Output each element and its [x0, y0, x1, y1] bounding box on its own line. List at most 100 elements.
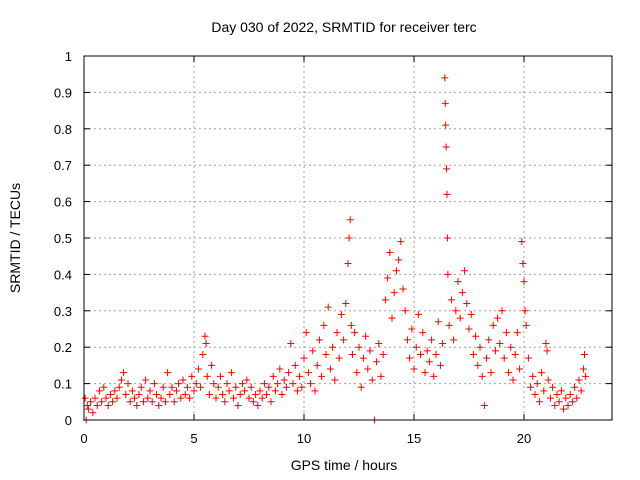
data-point	[214, 383, 222, 391]
data-point	[298, 383, 306, 391]
data-point	[441, 99, 449, 107]
data-point	[199, 350, 207, 358]
data-point	[543, 347, 551, 355]
data-point	[159, 383, 167, 391]
data-point	[197, 383, 205, 391]
data-point	[267, 398, 275, 406]
data-point	[518, 238, 526, 246]
data-point	[309, 347, 317, 355]
data-point	[100, 383, 108, 391]
data-point	[183, 383, 191, 391]
data-point	[289, 380, 297, 388]
data-point	[296, 372, 304, 380]
y-tick-label: 0.3	[54, 304, 72, 319]
data-point	[533, 380, 541, 388]
data-point	[177, 394, 185, 402]
data-point	[230, 394, 238, 402]
x-tick-label: 15	[407, 431, 421, 446]
data-point	[274, 380, 282, 388]
data-point	[190, 387, 198, 395]
data-point	[425, 358, 433, 366]
data-point	[401, 307, 409, 315]
data-point	[564, 401, 572, 409]
y-tick-label: 0.7	[54, 158, 72, 173]
data-point	[223, 380, 231, 388]
data-point	[285, 369, 293, 377]
data-point	[247, 383, 255, 391]
data-point	[469, 350, 477, 358]
data-point	[410, 365, 418, 373]
data-point	[463, 300, 471, 308]
data-point	[84, 405, 92, 413]
x-tick-label: 0	[80, 431, 87, 446]
data-point	[483, 354, 491, 362]
data-point	[293, 387, 301, 395]
data-point	[544, 376, 552, 384]
data-point	[126, 398, 134, 406]
data-point	[551, 401, 559, 409]
data-point	[221, 398, 229, 406]
data-point	[366, 347, 374, 355]
data-point	[168, 383, 176, 391]
data-point	[225, 387, 233, 395]
data-point	[502, 329, 510, 337]
data-point	[549, 383, 557, 391]
data-point	[203, 372, 211, 380]
data-point	[542, 340, 550, 348]
data-point	[442, 143, 450, 151]
data-point	[276, 365, 284, 373]
data-point	[458, 289, 466, 297]
data-point	[362, 332, 370, 340]
data-point	[208, 361, 216, 369]
data-point	[575, 376, 583, 384]
data-point	[175, 380, 183, 388]
y-tick-label: 0.6	[54, 195, 72, 210]
data-point	[527, 383, 535, 391]
data-point	[91, 394, 99, 402]
data-point	[241, 387, 249, 395]
data-point	[342, 300, 350, 308]
data-point	[280, 376, 288, 384]
data-point	[436, 361, 444, 369]
data-point	[403, 336, 411, 344]
data-point	[311, 387, 319, 395]
data-point	[144, 394, 152, 402]
data-point	[347, 321, 355, 329]
data-point	[111, 387, 119, 395]
data-point	[335, 354, 343, 362]
data-point	[131, 394, 139, 402]
data-point	[265, 383, 273, 391]
data-point	[443, 190, 451, 198]
y-axis-label: SRMTID / TECUs	[7, 183, 23, 293]
data-point	[234, 401, 242, 409]
data-point	[581, 350, 588, 358]
data-point	[461, 267, 469, 275]
data-point	[562, 394, 570, 402]
data-point	[520, 278, 528, 286]
data-point	[146, 387, 154, 395]
data-point	[467, 310, 475, 318]
y-tick-label: 0.8	[54, 122, 72, 137]
data-point	[109, 398, 117, 406]
data-point	[89, 409, 97, 417]
y-tick-label: 0.5	[54, 231, 72, 246]
data-point	[135, 391, 143, 399]
data-point	[137, 383, 145, 391]
data-point	[329, 343, 337, 351]
data-point	[384, 274, 392, 282]
data-point	[480, 401, 488, 409]
data-point	[148, 398, 156, 406]
data-point	[153, 391, 161, 399]
data-point	[166, 391, 174, 399]
data-point	[553, 391, 561, 399]
y-tick-label: 0	[65, 413, 72, 428]
data-point	[227, 369, 235, 377]
data-point	[345, 234, 353, 242]
data-point	[412, 343, 420, 351]
data-point	[428, 336, 436, 344]
data-point	[307, 380, 315, 388]
data-point	[269, 372, 277, 380]
data-point	[252, 391, 260, 399]
data-point	[95, 387, 103, 395]
data-point	[98, 398, 106, 406]
